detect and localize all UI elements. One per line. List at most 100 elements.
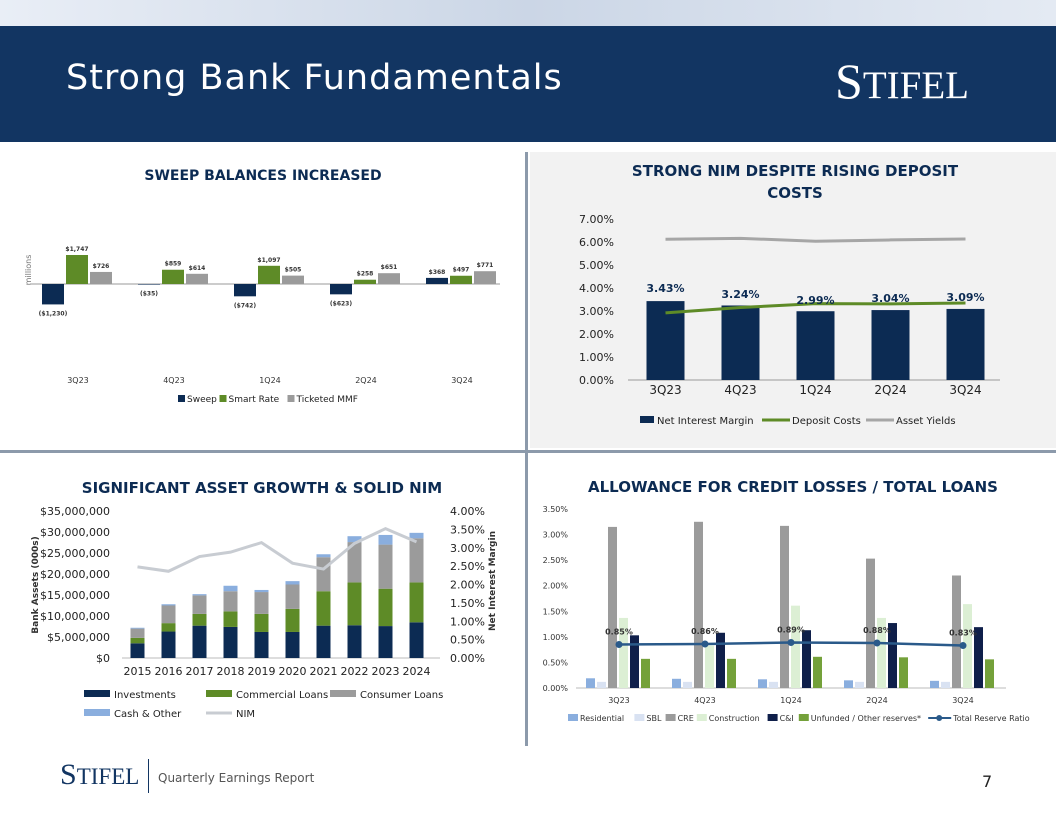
bar-cash-other	[285, 581, 300, 585]
bar-ticketed-mmf	[90, 271, 112, 284]
bar-ticketed-mmf	[378, 273, 400, 284]
y2-tick-label: 2.00%	[450, 579, 485, 592]
x-tick-label: 4Q23	[694, 696, 716, 705]
bar-investments	[223, 626, 238, 658]
footer-stifel-logo: STIFEL	[60, 758, 140, 791]
bar-consumer-loans	[409, 538, 424, 583]
data-label: $368	[429, 269, 446, 276]
legend-swatch	[665, 714, 676, 721]
bar-construction	[619, 617, 628, 688]
y-tick-label: 3.00%	[543, 531, 569, 540]
data-label: 0.86%	[691, 627, 719, 636]
legend-label: Deposit Costs	[792, 416, 861, 427]
bar-consumer-loans	[285, 584, 300, 609]
data-label: $1,747	[65, 246, 88, 253]
bar-smart-rate	[354, 279, 376, 284]
y-tick-label: 3.00%	[579, 305, 614, 318]
x-tick-label: 1Q24	[259, 376, 281, 385]
bar-consumer-loans	[130, 628, 145, 638]
horizontal-divider-right	[528, 450, 1056, 453]
bar-sweep	[234, 284, 256, 297]
chart-title: ALLOWANCE FOR CREDIT LOSSES / TOTAL LOAN…	[588, 478, 998, 496]
data-label: 0.83%	[949, 629, 977, 638]
bar-cash-other	[378, 534, 393, 545]
line-nim	[137, 526, 418, 573]
bar-commercial-loans	[130, 637, 145, 644]
legend-label: Consumer Loans	[360, 690, 443, 701]
bar-c-i	[630, 635, 639, 688]
y2-tick-label: 1.50%	[450, 597, 485, 610]
y-tick-label: 7.00%	[579, 213, 614, 226]
data-label: $497	[453, 267, 470, 274]
y-axis-label: millions	[24, 255, 33, 286]
legend-label: Construction	[709, 714, 760, 723]
bar-cash-other	[223, 585, 238, 592]
bar-residential	[586, 678, 595, 688]
bar-c-i	[974, 627, 983, 688]
top-banner-strip	[0, 0, 1056, 26]
chart-title: STRONG NIM DESPITE RISING DEPOSIT	[632, 162, 959, 180]
x-tick-label: 2017	[186, 665, 214, 678]
x-tick-label: 3Q24	[451, 376, 473, 385]
bar-residential	[930, 680, 939, 688]
x-tick-label: 2022	[341, 665, 369, 678]
bar-cre	[866, 558, 875, 688]
bar-investments	[409, 622, 424, 658]
nim-chart: STRONG NIM DESPITE RISING DEPOSIT COSTS 0.…	[579, 162, 1000, 427]
bar-commercial-loans	[285, 608, 300, 632]
legend-label: SBL	[646, 714, 662, 723]
bar-commercial-loans	[316, 591, 331, 626]
chart-title: COSTS	[767, 184, 823, 202]
bar-commercial-loans	[347, 582, 362, 626]
data-label: 3.09%	[946, 291, 984, 304]
data-label: 3.04%	[871, 292, 909, 305]
y2-tick-label: 2.50%	[450, 560, 485, 573]
data-label: ($35)	[140, 291, 158, 298]
legend-swatch	[568, 714, 578, 721]
legend-swatch	[84, 709, 110, 716]
bar-cash-other	[347, 536, 362, 543]
data-label: 2.99%	[796, 294, 834, 307]
line-point	[873, 639, 881, 647]
data-label: 0.85%	[605, 628, 633, 637]
x-tick-label: 4Q23	[724, 383, 756, 397]
bar-commercial-loans	[378, 588, 393, 627]
y2-tick-label: 4.00%	[450, 505, 485, 518]
bar-smart-rate	[450, 275, 472, 284]
bar-c-i	[802, 630, 811, 688]
bar-consumer-loans	[316, 557, 331, 592]
bar-cash-other	[254, 589, 269, 593]
line-point	[959, 642, 967, 650]
line-asset-yields	[665, 236, 966, 243]
bar-cre	[780, 525, 789, 688]
bar-commercial-loans	[161, 623, 176, 632]
bar-investments	[161, 631, 176, 658]
legend-label: Total Reserve Ratio	[952, 714, 1030, 723]
legend-label: CRE	[678, 714, 694, 723]
bar-commercial-loans	[192, 613, 207, 626]
bar-commercial-loans	[254, 613, 269, 632]
x-tick-label: 2019	[248, 665, 276, 678]
legend-swatch	[798, 714, 809, 721]
legend-swatch	[287, 395, 295, 402]
bar-investments	[285, 631, 300, 658]
bar-consumer-loans	[223, 591, 238, 612]
bar-consumer-loans	[254, 592, 269, 614]
x-tick-label: 4Q23	[163, 376, 185, 385]
page-number: 7	[982, 772, 993, 791]
y-tick-label: $35,000,000	[40, 505, 110, 518]
legend-swatch	[330, 690, 356, 697]
y-tick-label: 0.00%	[543, 684, 569, 693]
legend-label: Asset Yields	[896, 416, 956, 427]
bar-c-i	[888, 623, 897, 688]
legend-swatch	[936, 715, 943, 721]
x-tick-label: 2016	[155, 665, 183, 678]
x-tick-label: 2018	[217, 665, 245, 678]
bar-commercial-loans	[223, 611, 238, 627]
footer-separator	[148, 759, 149, 793]
bar-cash-other	[409, 532, 424, 539]
bar-smart-rate	[66, 254, 88, 284]
y-tick-label: $30,000,000	[40, 526, 110, 539]
bar-consumer-loans	[378, 544, 393, 589]
bar-investments	[316, 625, 331, 658]
